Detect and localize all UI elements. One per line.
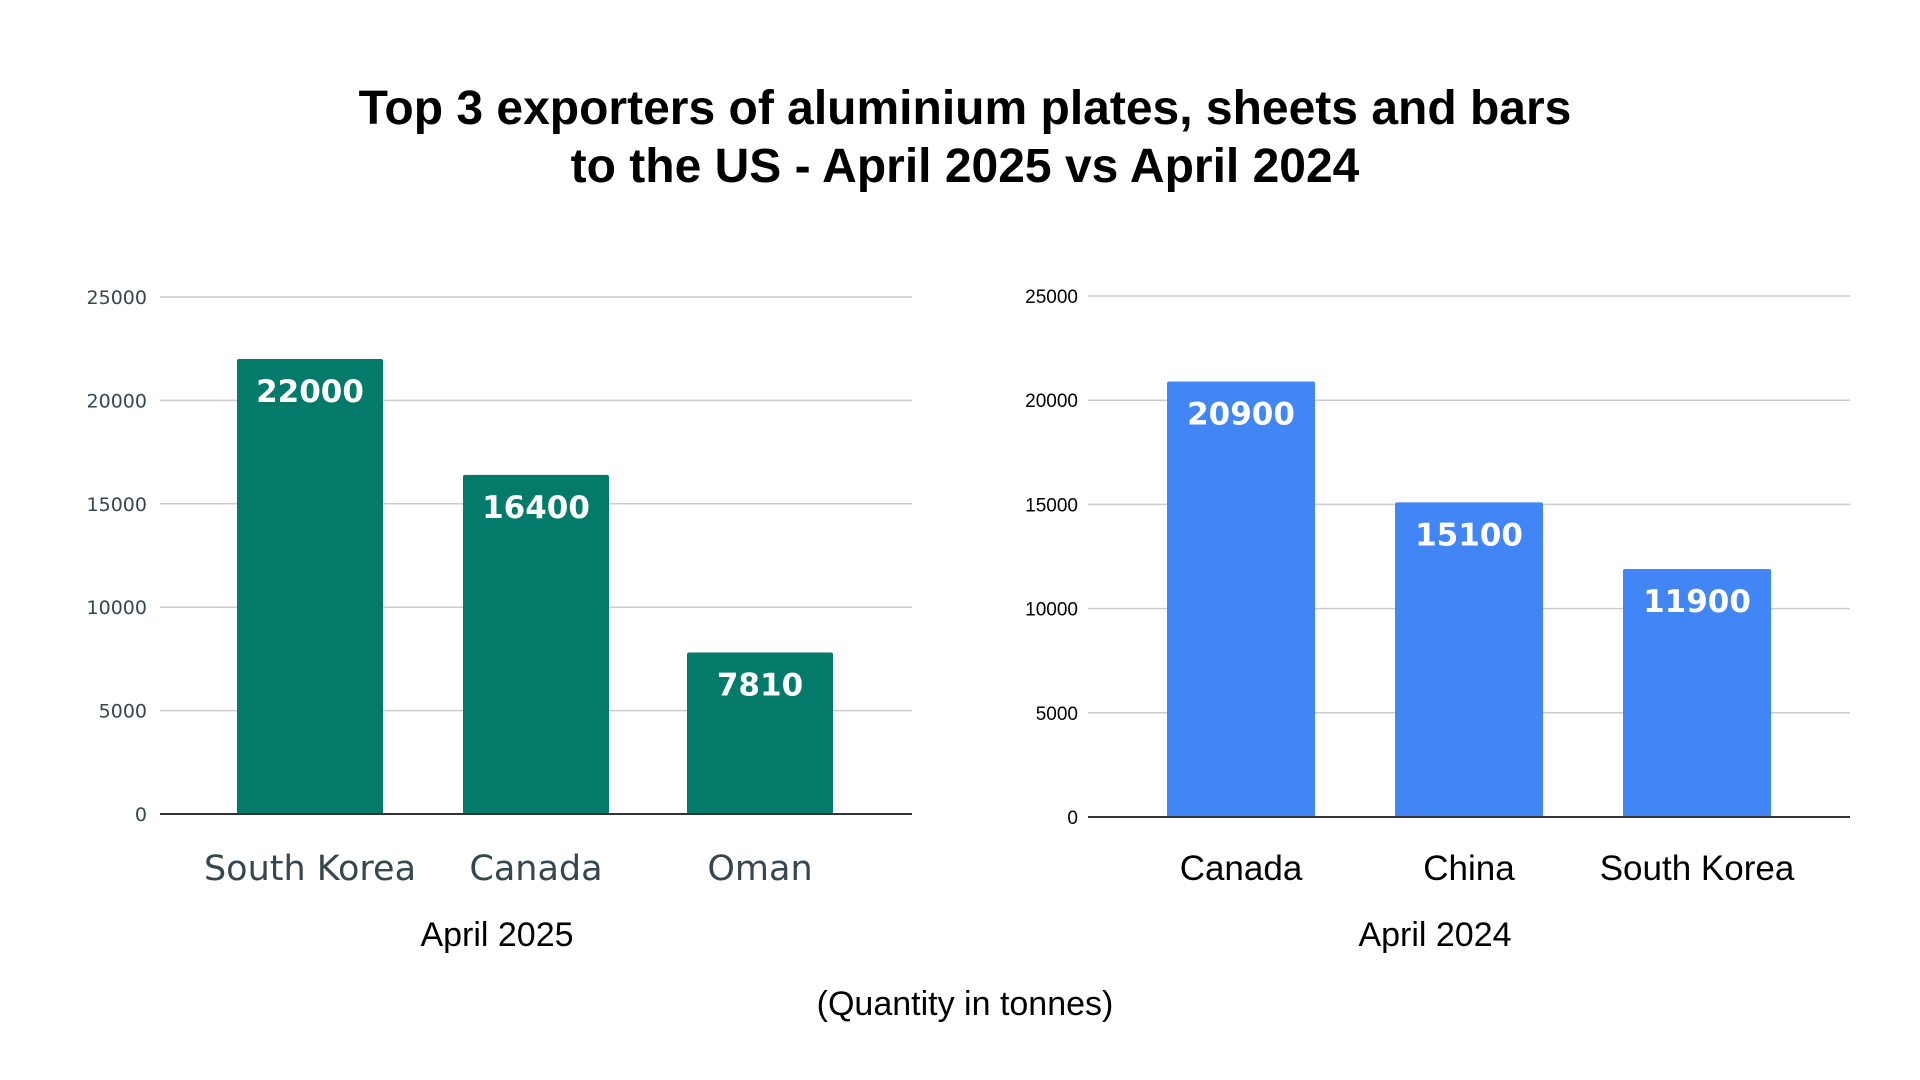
right-y-tick-label: 5000 <box>1036 704 1078 725</box>
left-category-label: South Korea <box>204 849 416 889</box>
left-bar-value-label: 22000 <box>256 374 364 410</box>
right-bar-chart: 0 5000 10000 15000 20000 25000 20900 Canada 1510… <box>1025 287 1850 954</box>
chart-title-line-1: Top 3 exporters of aluminium plates, she… <box>358 82 1572 135</box>
right-bar-value-label: 20900 <box>1187 396 1295 432</box>
right-y-tick-label: 25000 <box>1025 287 1078 308</box>
left-y-tick-label: 20000 <box>87 390 147 412</box>
right-y-tick-label: 20000 <box>1025 391 1078 412</box>
right-y-tick-label: 10000 <box>1025 600 1078 621</box>
right-x-axis-title: April 2024 <box>1358 916 1511 954</box>
chart-title-line-2: to the US - April 2025 vs April 2024 <box>570 140 1360 193</box>
left-bar-value-label: 7810 <box>717 667 803 703</box>
quantity-unit-note: (Quantity in tonnes) <box>816 985 1114 1023</box>
chart-title: Top 3 exporters of aluminium plates, she… <box>0 80 1920 196</box>
right-bar <box>1623 569 1771 817</box>
right-y-tick-label: 15000 <box>1025 495 1078 516</box>
left-bar <box>237 359 383 814</box>
left-y-tick-label: 25000 <box>87 287 147 309</box>
left-bar-value-label: 16400 <box>482 490 590 526</box>
left-y-tick-label: 0 <box>135 804 147 826</box>
left-x-axis-title: April 2025 <box>420 916 573 954</box>
left-category-label: Canada <box>469 849 602 889</box>
right-category-label: South Korea <box>1600 849 1795 888</box>
left-y-tick-label: 10000 <box>87 597 147 619</box>
left-category-label: Oman <box>707 849 812 889</box>
right-category-label: China <box>1423 849 1515 888</box>
left-bar-chart: 0 5000 10000 15000 20000 25000 22000 South Kore… <box>87 287 912 954</box>
right-category-label: Canada <box>1180 849 1303 888</box>
right-bar-value-label: 15100 <box>1415 517 1523 553</box>
left-bar <box>463 474 609 814</box>
right-bar <box>1167 381 1315 817</box>
right-bar <box>1395 502 1543 817</box>
left-bar <box>687 652 833 814</box>
right-y-tick-label: 0 <box>1067 808 1078 829</box>
left-y-tick-label: 15000 <box>87 494 147 516</box>
left-y-tick-label: 5000 <box>99 701 147 723</box>
right-bar-value-label: 11900 <box>1643 584 1751 620</box>
